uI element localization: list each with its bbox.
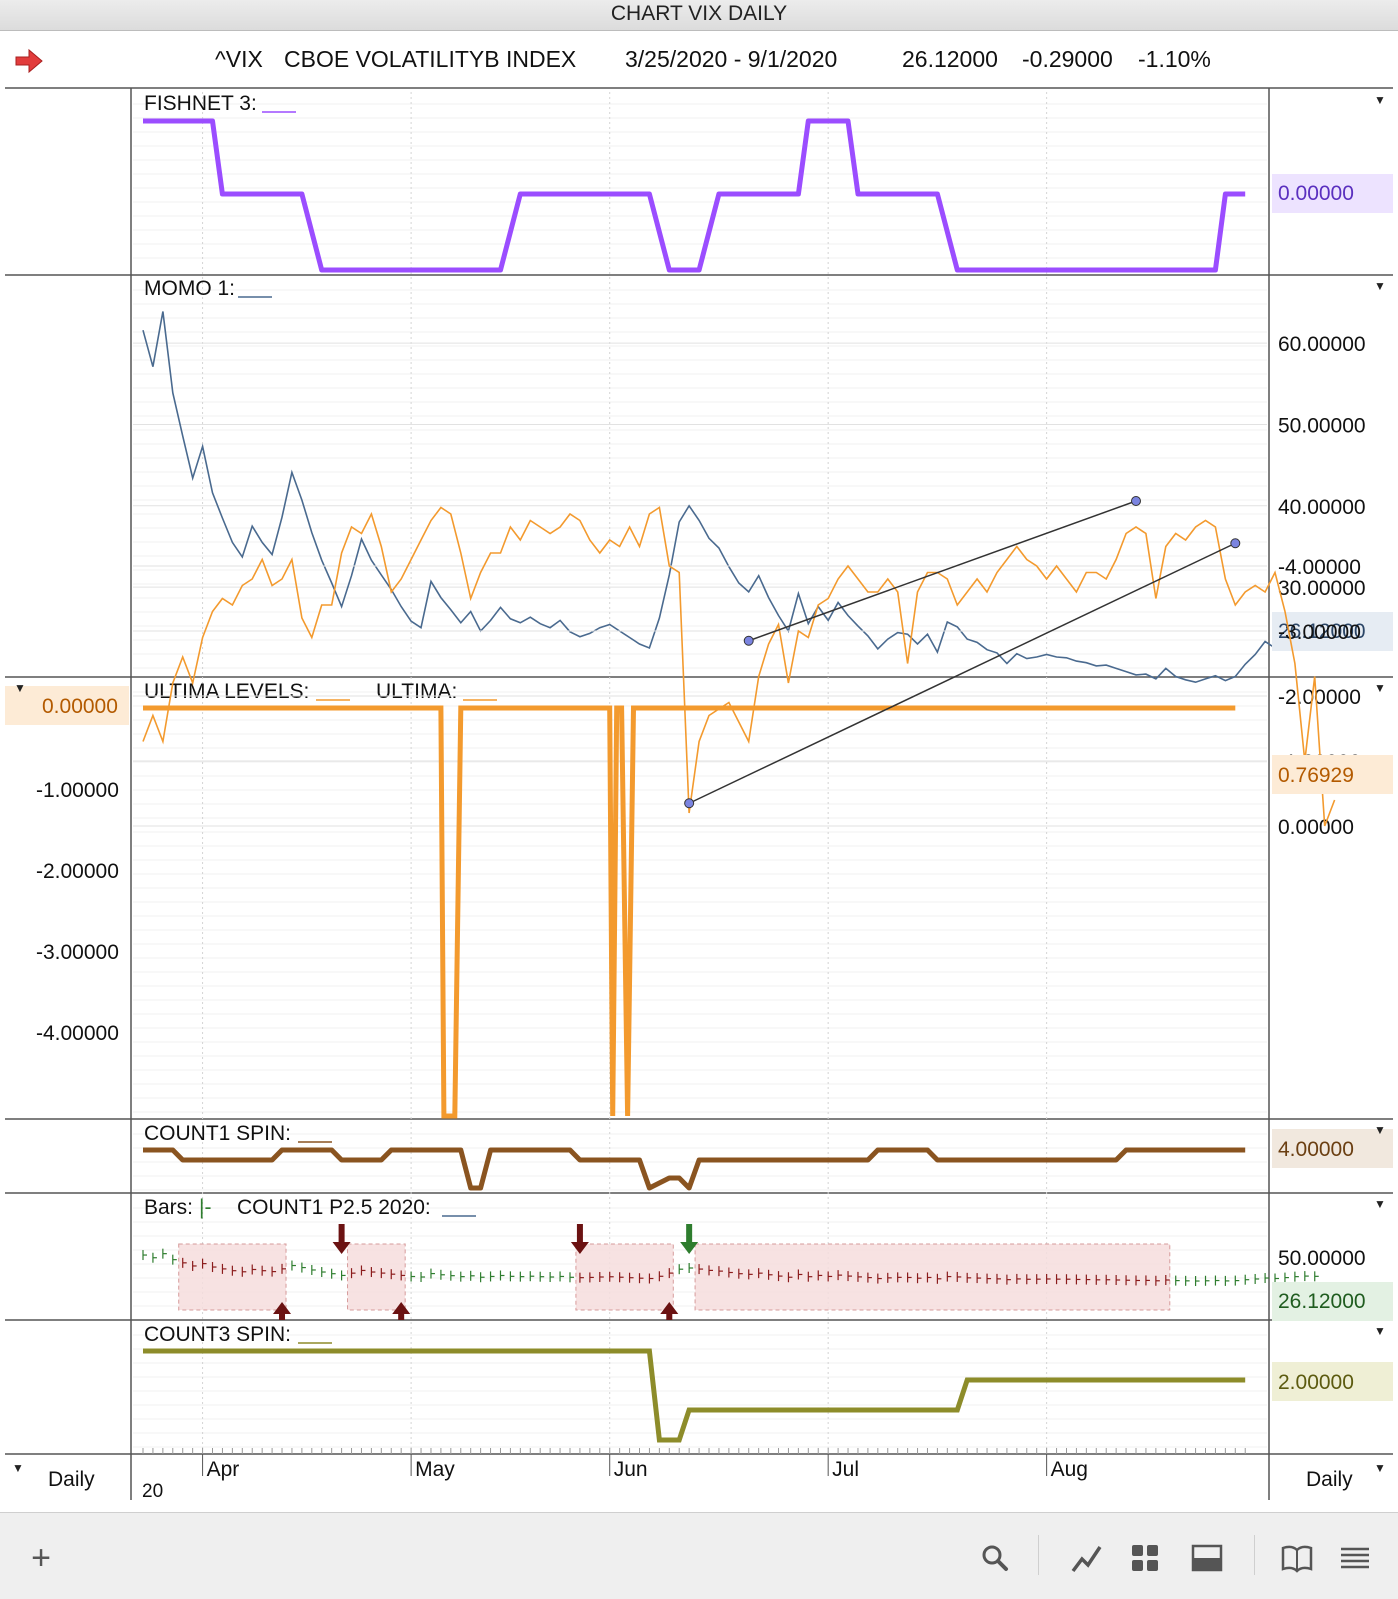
bars-panel	[142, 1224, 1319, 1320]
menu-icon[interactable]	[1338, 1541, 1372, 1575]
symbol[interactable]: ^VIX	[215, 46, 263, 72]
ultima-right-y-tick: -2.00000	[1278, 686, 1361, 709]
fishnet-last-value: 0.00000	[1278, 182, 1354, 205]
x-axis: Apr May Jun Jul Aug	[142, 1448, 1246, 1481]
bars-title: Bars:	[144, 1196, 193, 1219]
x-tick-label: May	[415, 1458, 455, 1481]
up-arrow-icon	[392, 1302, 411, 1320]
count3-spin-title: COUNT3 SPIN:	[144, 1323, 291, 1346]
period-right[interactable]: Daily	[1306, 1468, 1353, 1491]
ultima-title: ULTIMA:	[376, 680, 457, 703]
count3-menu-icon[interactable]: ▼	[1374, 1324, 1386, 1338]
bottom-toolbar: +	[0, 1512, 1398, 1599]
trendlines	[684, 496, 1241, 809]
grid-icon[interactable]	[1128, 1541, 1162, 1575]
count1-spin-series-line	[143, 1147, 1246, 1191]
momo-menu-icon[interactable]: ▼	[1374, 279, 1386, 293]
count3-spin-last-value: 2.00000	[1278, 1371, 1354, 1394]
ultima-last-value: 0.76929	[1278, 764, 1354, 787]
fishnet-title: FISHNET 3:	[144, 92, 257, 115]
bars-y-tick: 50.00000	[1278, 1247, 1366, 1270]
count3-spin-series-line	[143, 1348, 1246, 1443]
panel-frames	[5, 87, 1393, 1500]
search-icon[interactable]	[978, 1541, 1012, 1575]
count1-spin-title: COUNT1 SPIN:	[144, 1122, 291, 1145]
trendline-handle	[1230, 538, 1241, 549]
count1-menu-icon[interactable]: ▼	[1374, 1123, 1386, 1137]
momo-y-tick: 50.00000	[1278, 414, 1366, 437]
count1-spin-last-value: 4.00000	[1278, 1138, 1354, 1161]
count-box	[347, 1243, 406, 1311]
ultima-left-menu-icon[interactable]: ▼	[14, 681, 26, 695]
chart-header: ^VIX CBOE VOLATILITYB INDEX 3/25/2020 - …	[0, 31, 1398, 87]
up-arrow-icon	[660, 1302, 679, 1320]
price-change-pct: -1.10%	[1138, 46, 1211, 72]
period-left-menu-icon[interactable]: ▼	[12, 1461, 24, 1475]
period-right-menu-icon[interactable]: ▼	[1374, 1461, 1386, 1475]
instrument-name: CBOE VOLATILITYB INDEX	[284, 46, 577, 72]
trendline-handle	[1131, 496, 1141, 506]
count-box	[178, 1243, 287, 1311]
momo-y-tick: 60.00000	[1278, 333, 1366, 356]
momo-series-line	[142, 311, 1315, 684]
ultima-left-y-tick: -3.00000	[36, 941, 119, 964]
panel-icon[interactable]	[1190, 1541, 1224, 1575]
book-icon[interactable]	[1280, 1541, 1314, 1575]
ultima-left-y-tick: -1.00000	[36, 779, 119, 802]
ultima-series-line	[142, 506, 1336, 827]
bars-menu-icon[interactable]: ▼	[1374, 1197, 1386, 1211]
ultima-menu-icon[interactable]: ▼	[1374, 681, 1386, 695]
ultima-levels-left-value: 0.00000	[42, 695, 118, 718]
up-arrow-icon	[273, 1302, 292, 1320]
plus-icon[interactable]: +	[31, 1539, 51, 1577]
bars-last-value: 26.12000	[1278, 1290, 1366, 1313]
line-tool-icon[interactable]	[1070, 1541, 1104, 1575]
down-arrow-icon	[332, 1224, 351, 1254]
count-box	[694, 1243, 1171, 1311]
momo-y-axis: 60.00000 50.00000 40.00000 30.00000	[133, 333, 1366, 600]
trendline-handle	[684, 798, 695, 809]
ultima-right-y-tick: -3.00000	[1278, 621, 1361, 644]
momo-title: MOMO 1:	[144, 277, 235, 300]
x-tick-label: Aug	[1051, 1458, 1088, 1481]
trendline-handle	[743, 635, 754, 646]
ultima-left-y-tick: -4.00000	[36, 1022, 119, 1045]
momo-last-value: 26.12000	[1278, 620, 1366, 643]
ultima-right-y-tick: 0.00000	[1278, 816, 1354, 839]
ultima-levels-series-line	[143, 705, 1236, 1119]
trendline	[748, 500, 1137, 642]
fishnet-series-line	[143, 118, 1246, 273]
ultima-levels-title: ULTIMA LEVELS:	[144, 680, 309, 703]
x-tick-label: Jun	[614, 1458, 648, 1481]
window-title: CHART VIX DAILY	[0, 0, 1398, 31]
ultima-left-y-tick: -2.00000	[36, 860, 119, 883]
x-tick-label: Jul	[832, 1458, 859, 1481]
bars-glyph: |-	[199, 1196, 211, 1219]
date-range[interactable]: 3/25/2020 - 9/1/2020	[625, 46, 838, 72]
x-tick-label: Apr	[207, 1458, 240, 1481]
price-change: -0.29000	[1022, 46, 1113, 72]
down-arrow-icon	[570, 1224, 589, 1254]
last-price: 26.12000	[902, 46, 998, 72]
chart-area: FISHNET 3: 0.00000 ▼ MOMO 1: 60.00000 50.…	[5, 87, 1393, 1502]
count1-p25-title: COUNT1 P2.5 2020:	[237, 1196, 431, 1219]
down-arrow-icon	[680, 1224, 699, 1254]
year-label: 20	[142, 1481, 163, 1502]
red-arrow-icon[interactable]	[14, 48, 44, 74]
momo-y-tick: 30.00000	[1278, 577, 1366, 600]
momo-y-tick: 40.00000	[1278, 496, 1366, 519]
trendline	[688, 542, 1236, 804]
fishnet-menu-icon[interactable]: ▼	[1374, 93, 1386, 107]
ultima-right-y-tick: -4.00000	[1278, 556, 1361, 579]
period-left[interactable]: Daily	[48, 1468, 95, 1491]
